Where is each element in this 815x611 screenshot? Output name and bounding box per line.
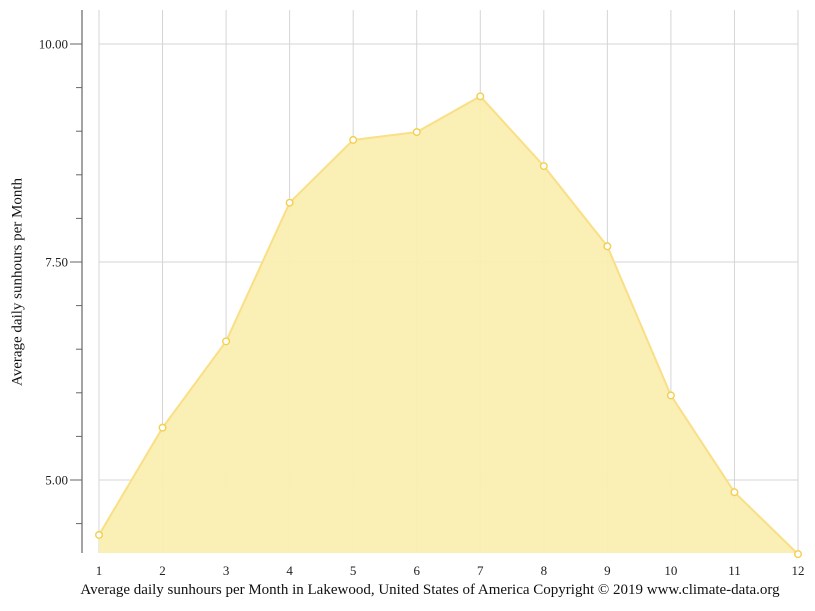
chart-caption: Average daily sunhours per Month in Lake… xyxy=(80,582,780,598)
data-line xyxy=(98,95,799,555)
data-point-marker xyxy=(730,488,739,497)
x-tick-label: 8 xyxy=(541,563,548,578)
x-tick-label: 5 xyxy=(350,563,357,578)
x-tick-label: 3 xyxy=(223,563,230,578)
data-point-marker xyxy=(539,162,548,171)
x-tick-label: 12 xyxy=(792,563,805,578)
data-markers xyxy=(94,92,803,559)
data-area xyxy=(98,95,799,555)
y-tick-label: 7.50 xyxy=(45,255,68,270)
data-point-marker xyxy=(94,530,103,539)
y-axis-title: Average daily sunhours per Month xyxy=(9,177,26,387)
data-point-marker xyxy=(666,391,675,400)
x-tick-label: 2 xyxy=(159,563,166,578)
x-axis-tick-labels: 1 2 3 4 5 6 7 8 9 10 11 12 xyxy=(96,563,805,578)
x-tick-label: 11 xyxy=(728,563,741,578)
data-point-marker xyxy=(158,423,167,432)
area-fill xyxy=(99,96,798,555)
data-point-marker xyxy=(285,198,294,207)
data-point-marker xyxy=(794,550,803,559)
y-axis: 5.00 7.50 10.00 xyxy=(39,10,83,553)
y-tick-label: 10.00 xyxy=(39,37,68,52)
x-tick-label: 10 xyxy=(664,563,677,578)
data-point-marker xyxy=(412,128,421,137)
data-point-marker xyxy=(222,337,231,346)
x-tick-label: 9 xyxy=(604,563,611,578)
data-point-marker xyxy=(476,92,485,101)
x-tick-label: 4 xyxy=(286,563,293,578)
data-point-marker xyxy=(603,242,612,251)
data-point-marker xyxy=(349,135,358,144)
x-tick-label: 1 xyxy=(96,563,103,578)
x-tick-label: 7 xyxy=(477,563,484,578)
x-tick-label: 6 xyxy=(413,563,420,578)
y-tick-label: 5.00 xyxy=(45,473,68,488)
